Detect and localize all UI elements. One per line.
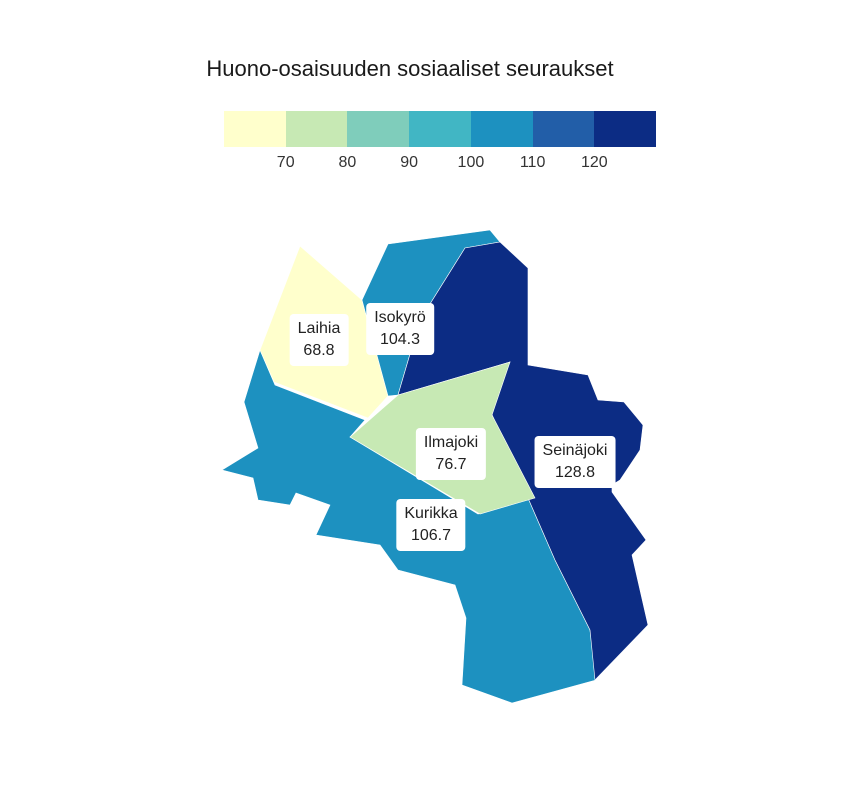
legend-swatch bbox=[532, 111, 595, 147]
region-name: Seinäjoki bbox=[542, 442, 608, 459]
legend-swatch bbox=[594, 111, 657, 147]
region-value: 104.3 bbox=[379, 331, 421, 348]
region-name: Laihia bbox=[297, 320, 341, 337]
region-value: 68.8 bbox=[303, 342, 335, 359]
legend-tick: 90 bbox=[400, 154, 418, 171]
legend-tick: 70 bbox=[276, 154, 295, 171]
region-value: 128.8 bbox=[554, 464, 596, 481]
legend-ticks: 70 80 90 100 110 120 bbox=[224, 154, 656, 174]
legend-swatch bbox=[409, 111, 471, 147]
legend-tick: 80 bbox=[338, 154, 357, 171]
color-legend bbox=[224, 111, 657, 147]
region-label-kurikka: Kurikka 106.7 bbox=[396, 499, 466, 551]
map-title: Huono-osaisuuden sosiaaliset seuraukset bbox=[206, 56, 614, 81]
region-label-seinajoki: Seinäjoki 128.8 bbox=[534, 436, 616, 488]
region-name: Ilmajoki bbox=[423, 434, 479, 451]
region-label-isokyro: Isokyrö 104.3 bbox=[366, 303, 434, 355]
region-label-ilmajoki: Ilmajoki 76.7 bbox=[415, 428, 487, 480]
region-label-laihia: Laihia 68.8 bbox=[289, 314, 349, 366]
legend-swatch bbox=[224, 111, 286, 147]
legend-swatch bbox=[285, 111, 348, 147]
region-name: Isokyrö bbox=[374, 309, 426, 326]
legend-tick: 100 bbox=[457, 154, 485, 171]
legend-swatch bbox=[347, 111, 410, 147]
legend-tick: 110 bbox=[519, 154, 546, 171]
region-name: Kurikka bbox=[404, 505, 458, 522]
region-value: 76.7 bbox=[435, 456, 467, 473]
legend-tick: 120 bbox=[580, 154, 608, 171]
legend-swatch bbox=[470, 111, 533, 147]
region-value: 106.7 bbox=[410, 527, 452, 544]
